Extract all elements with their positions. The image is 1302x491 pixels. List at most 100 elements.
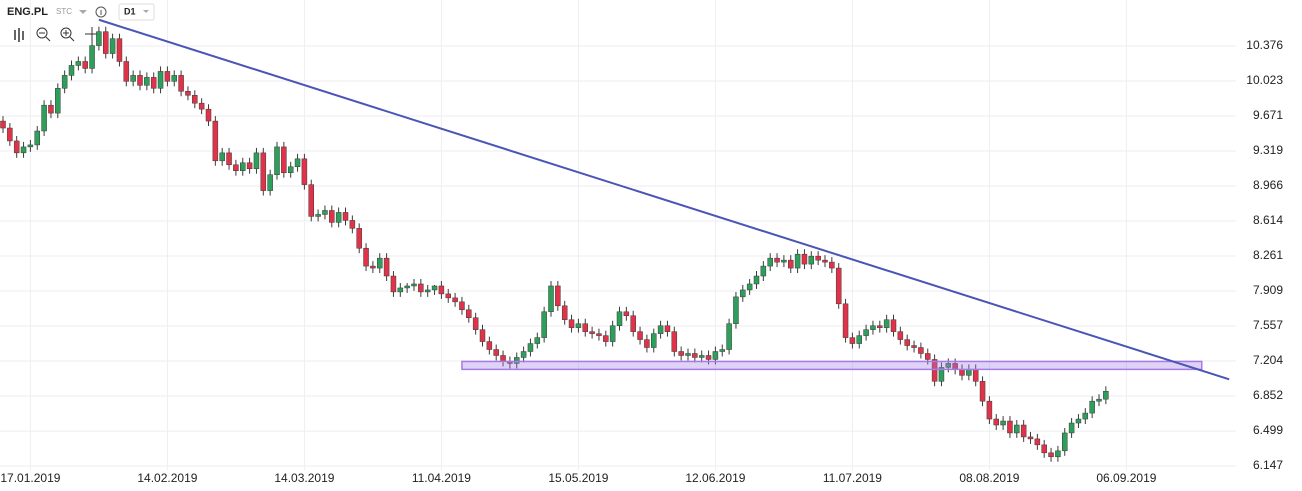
candle-body bbox=[226, 152, 232, 166]
candle-body bbox=[664, 325, 671, 332]
candle-body bbox=[1096, 398, 1102, 402]
candle-body bbox=[41, 104, 47, 132]
market[interactable]: STC bbox=[56, 7, 72, 16]
candle-body bbox=[431, 285, 438, 291]
candle-body bbox=[267, 174, 273, 191]
candle-body bbox=[192, 95, 198, 104]
candle-body bbox=[596, 333, 602, 336]
candle-body bbox=[178, 75, 184, 92]
candle-body bbox=[274, 146, 280, 175]
candle-body bbox=[863, 329, 869, 336]
candle-body bbox=[116, 38, 123, 62]
candle-body bbox=[712, 351, 719, 360]
candle-body bbox=[534, 337, 541, 344]
candle-body bbox=[582, 323, 588, 332]
candle-body bbox=[788, 259, 794, 269]
candle-body bbox=[144, 77, 150, 86]
x-tick-label: 11.07.2019 bbox=[823, 471, 882, 485]
candle-body bbox=[1027, 436, 1034, 440]
candle-body bbox=[657, 325, 664, 334]
candle-body bbox=[692, 353, 698, 358]
candle-body bbox=[411, 283, 417, 287]
zoom-in-icon[interactable] bbox=[60, 27, 72, 39]
candle-body bbox=[514, 357, 520, 364]
candle-body bbox=[315, 214, 321, 217]
candle-body bbox=[137, 75, 143, 86]
candle-body bbox=[671, 331, 678, 352]
info-icon[interactable] bbox=[95, 6, 107, 18]
y-tick-label: 10.023 bbox=[1246, 73, 1283, 87]
candle-body bbox=[452, 297, 458, 303]
symbol[interactable]: ENG.PL bbox=[7, 6, 48, 18]
y-tick-label: 8.966 bbox=[1253, 178, 1283, 192]
candle-body bbox=[486, 341, 493, 350]
candle-body bbox=[185, 91, 191, 96]
candle-body bbox=[740, 289, 746, 298]
candle-body bbox=[1075, 418, 1082, 424]
candle-body bbox=[781, 259, 787, 263]
candle-body bbox=[835, 267, 842, 305]
candle-body bbox=[856, 335, 862, 344]
candle-body bbox=[794, 253, 801, 269]
x-tick-label: 14.02.2019 bbox=[137, 471, 197, 485]
candle-body bbox=[808, 255, 815, 265]
interval[interactable]: D1 bbox=[124, 6, 136, 16]
candle-body bbox=[959, 369, 965, 376]
candle-body bbox=[349, 220, 356, 229]
candle-body bbox=[993, 418, 999, 426]
candle-body bbox=[979, 381, 986, 402]
candle-body bbox=[575, 323, 582, 328]
candle-body bbox=[925, 353, 931, 360]
interval-box[interactable] bbox=[118, 3, 155, 21]
candle-body bbox=[644, 339, 650, 348]
candle-body bbox=[157, 71, 164, 89]
candle-body bbox=[253, 152, 260, 170]
candle-body bbox=[561, 305, 568, 320]
candle-body bbox=[287, 166, 294, 173]
candle-body bbox=[377, 257, 383, 269]
chart-type-icon[interactable] bbox=[14, 28, 24, 42]
candle-body bbox=[438, 285, 445, 295]
candle-body bbox=[986, 400, 993, 420]
x-tick-label: 08.08.2019 bbox=[959, 471, 1019, 485]
candle-body bbox=[541, 311, 547, 338]
candle-body bbox=[815, 255, 821, 261]
candle-body bbox=[719, 349, 725, 352]
candle-body bbox=[733, 296, 739, 324]
candle-body bbox=[918, 347, 924, 354]
candle-body bbox=[870, 325, 876, 330]
candle-body bbox=[219, 152, 225, 162]
candle-body bbox=[548, 285, 554, 313]
y-tick-label: 9.319 bbox=[1253, 143, 1283, 157]
candle-body bbox=[1007, 420, 1013, 434]
candle-body bbox=[1034, 438, 1041, 446]
candle-body bbox=[89, 45, 95, 69]
candle-body bbox=[1103, 390, 1109, 400]
zoom-out-icon[interactable] bbox=[36, 27, 48, 39]
y-tick-label: 8.261 bbox=[1253, 248, 1283, 262]
interval-dropdown bbox=[143, 10, 149, 13]
candle-body bbox=[260, 152, 267, 191]
candle-body bbox=[233, 164, 239, 171]
x-tick-label: 14.03.2019 bbox=[274, 471, 334, 485]
candle-body bbox=[370, 265, 376, 269]
candle-body bbox=[150, 77, 157, 89]
candle-body bbox=[34, 130, 40, 146]
x-tick-label: 17.01.2019 bbox=[0, 471, 60, 485]
zoom-out-mark bbox=[39, 32, 51, 42]
candle-body bbox=[418, 283, 424, 293]
candle-body bbox=[445, 293, 451, 299]
candle-body bbox=[27, 144, 34, 148]
candle-body bbox=[322, 210, 328, 215]
candle-body bbox=[616, 311, 623, 326]
toolbar: ENG.PL STC D1 bbox=[7, 3, 155, 42]
market-dropdown[interactable] bbox=[79, 10, 87, 14]
candle-body bbox=[1048, 452, 1054, 458]
x-tick-label: 06.09.2019 bbox=[1096, 471, 1156, 485]
candle-body bbox=[301, 158, 308, 185]
candle-body bbox=[705, 355, 712, 360]
candle-body bbox=[246, 162, 253, 170]
candle-body bbox=[48, 104, 54, 114]
